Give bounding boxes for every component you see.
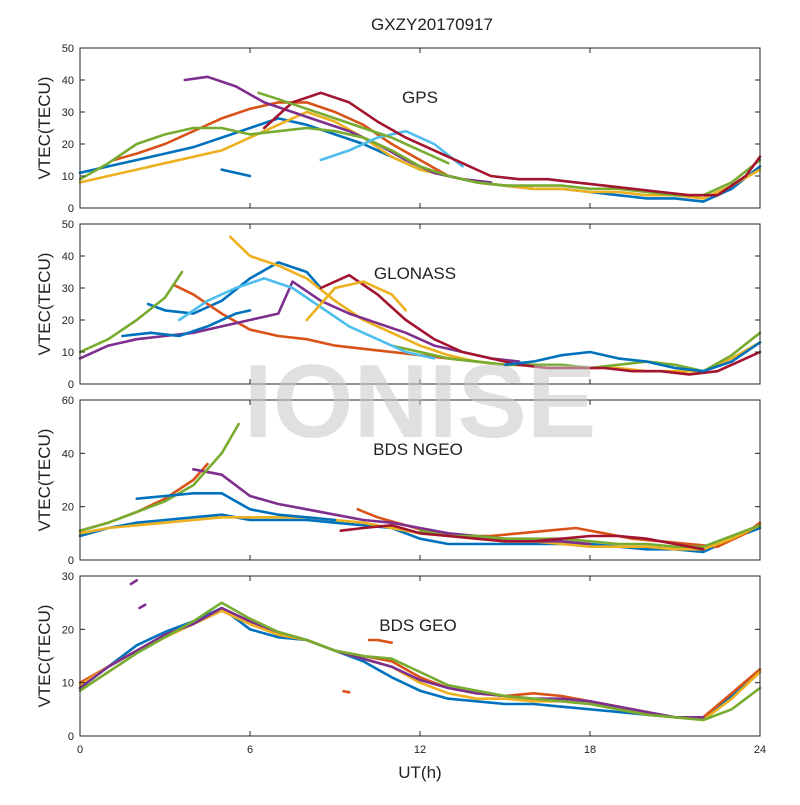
x-tick-label: 12 bbox=[414, 744, 426, 756]
panel-label: BDS NGEO bbox=[373, 440, 463, 459]
x-tick-label: 18 bbox=[584, 744, 596, 756]
series-line bbox=[78, 280, 521, 363]
watermark: IONISE bbox=[244, 344, 597, 460]
y-tick-label: 20 bbox=[62, 139, 74, 151]
y-tick-label: 60 bbox=[62, 395, 74, 407]
series-line bbox=[339, 523, 705, 551]
y-axis-label: VTEC(TECU) bbox=[35, 77, 54, 180]
panel-0: 0 10 20 30 40 50 GPS VTEC(TECU) bbox=[35, 43, 762, 215]
series-line bbox=[342, 689, 351, 694]
y-tick-label: 20 bbox=[62, 315, 74, 327]
y-axis-label: VTEC(TECU) bbox=[35, 253, 54, 356]
series-line bbox=[177, 277, 436, 360]
y-tick-label: 50 bbox=[62, 219, 74, 231]
y-tick-label: 0 bbox=[68, 203, 74, 215]
axes-box bbox=[79, 575, 761, 737]
y-tick-label: 40 bbox=[62, 251, 74, 263]
series-line bbox=[78, 270, 184, 354]
series-line bbox=[78, 110, 762, 200]
series-line bbox=[319, 273, 762, 376]
series-line bbox=[367, 638, 394, 645]
series-line bbox=[418, 523, 762, 549]
series-line bbox=[135, 491, 337, 522]
y-tick-label: 0 bbox=[68, 555, 74, 567]
y-tick-label: 30 bbox=[62, 571, 74, 583]
y-tick-label: 30 bbox=[62, 283, 74, 295]
series-line bbox=[305, 280, 408, 322]
series-line bbox=[262, 91, 762, 197]
panel-1: 0 10 20 30 40 50 GLONASS VTEC(TECU) bbox=[35, 219, 762, 391]
x-tick-label: 6 bbox=[247, 744, 253, 756]
y-tick-label: 30 bbox=[62, 107, 74, 119]
series-line bbox=[319, 129, 464, 168]
y-tick-label: 10 bbox=[62, 171, 74, 183]
panel-label: GLONASS bbox=[374, 264, 456, 283]
series-line bbox=[78, 513, 762, 554]
series-line bbox=[503, 341, 762, 373]
axes-box bbox=[79, 47, 761, 209]
series-line bbox=[257, 91, 450, 165]
series-line bbox=[121, 309, 252, 338]
series-line bbox=[220, 168, 252, 178]
y-axis-label: VTEC(TECU) bbox=[35, 605, 54, 708]
y-tick-label: 10 bbox=[62, 678, 74, 690]
y-tick-label: 20 bbox=[62, 624, 74, 636]
series-line bbox=[138, 603, 147, 610]
series-line bbox=[146, 261, 323, 315]
x-tick-label: 0 bbox=[77, 744, 83, 756]
series-line bbox=[129, 578, 138, 586]
y-axis-label: VTEC(TECU) bbox=[35, 429, 54, 532]
x-axis-label: UT(h) bbox=[398, 763, 441, 782]
y-tick-label: 0 bbox=[68, 379, 74, 391]
y-tick-label: 20 bbox=[62, 502, 74, 514]
panel-2: 0 20 40 60 BDS NGEO VTEC(TECU) bbox=[35, 395, 762, 567]
panel-3: 0 10 20 30 0 6 12 18 24 BDS GEO VTEC(TECU) bbox=[35, 571, 766, 756]
y-tick-label: 0 bbox=[68, 731, 74, 743]
series-line bbox=[78, 126, 762, 197]
y-tick-label: 50 bbox=[62, 43, 74, 55]
series-line bbox=[78, 422, 240, 533]
panel-label: BDS GEO bbox=[379, 616, 456, 635]
y-tick-label: 10 bbox=[62, 347, 74, 359]
figure-title: GXZY20170917 bbox=[371, 15, 493, 34]
x-tick-label: 24 bbox=[754, 744, 766, 756]
y-tick-label: 40 bbox=[62, 448, 74, 460]
series-line bbox=[78, 601, 762, 722]
y-tick-label: 40 bbox=[62, 75, 74, 87]
panel-label: GPS bbox=[402, 88, 438, 107]
